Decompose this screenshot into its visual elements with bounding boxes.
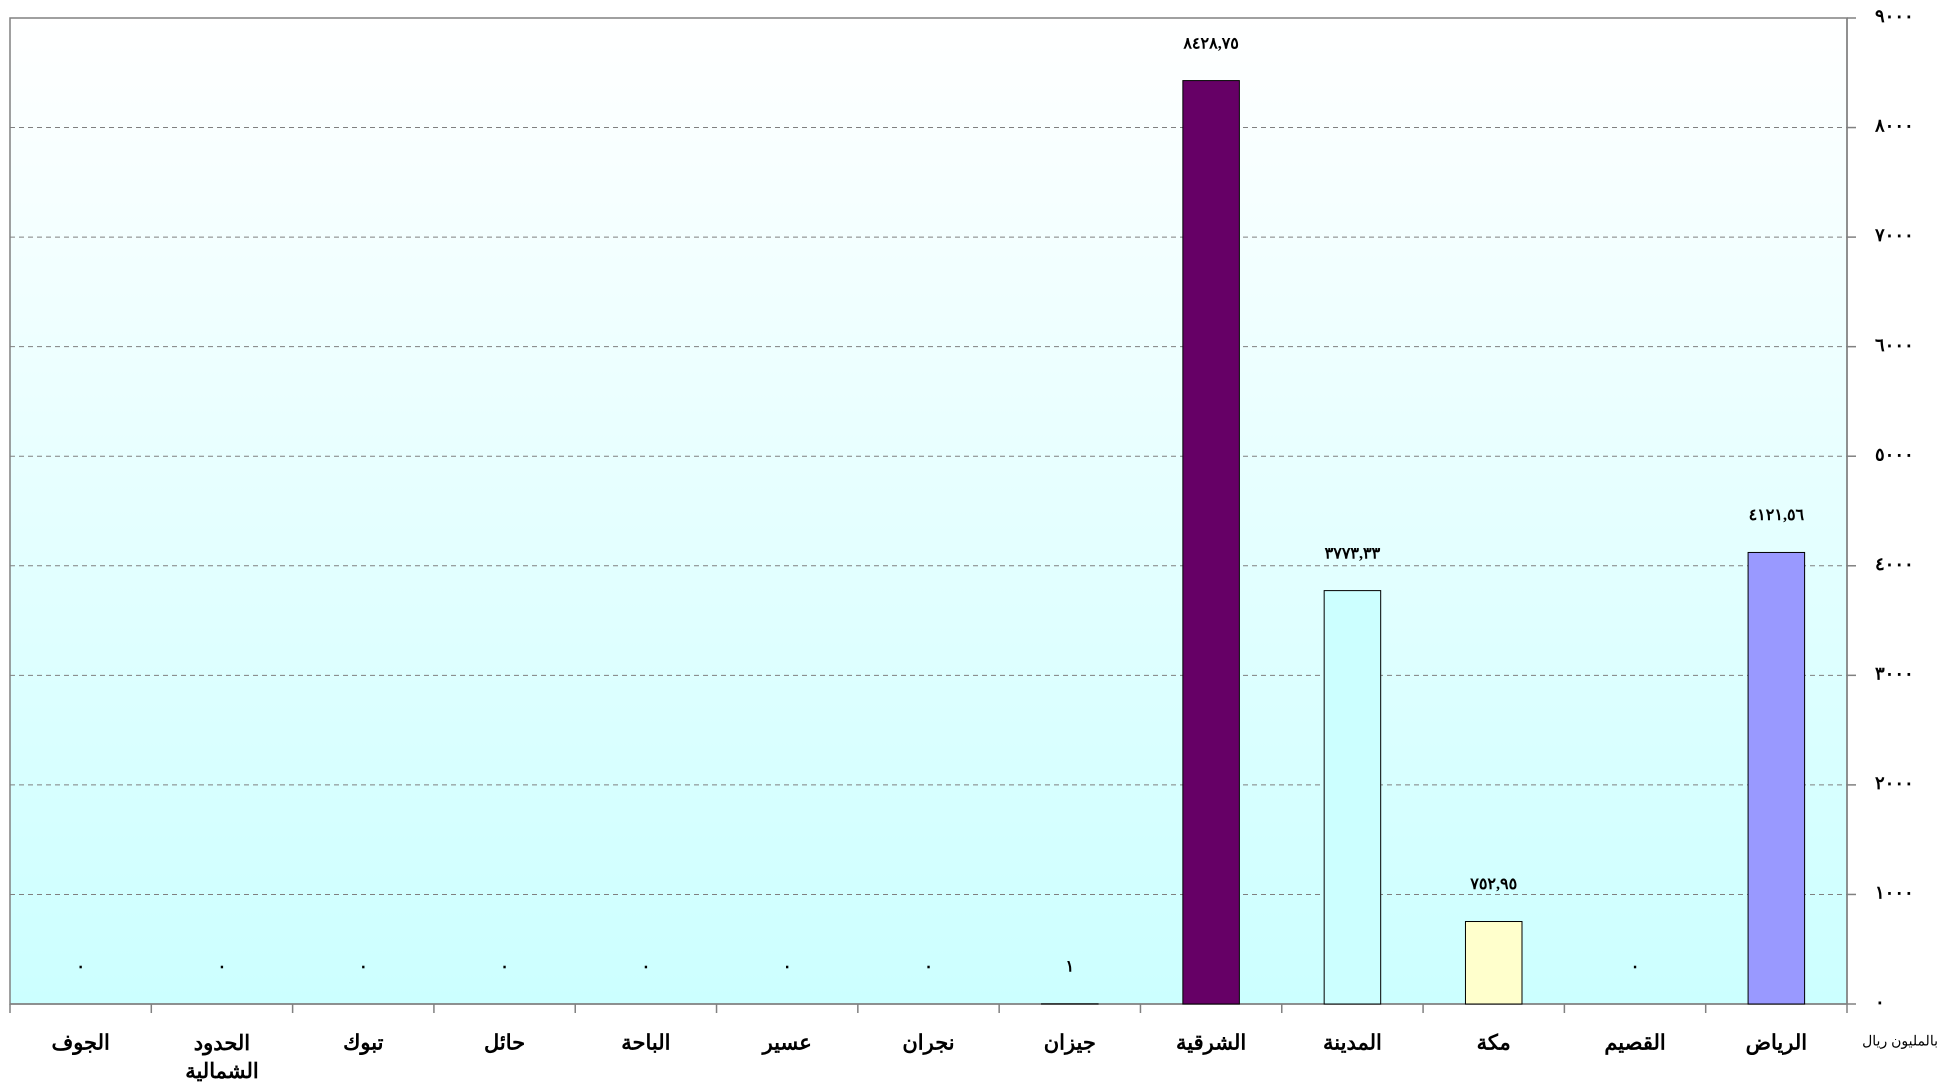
x-tick-label: نجران (902, 1032, 954, 1056)
y-tick-label: ٢٠٠٠ (1875, 773, 1914, 793)
x-tick-label: جيزان (1044, 1032, 1096, 1056)
x-tick-label: الجوف (51, 1032, 109, 1056)
y-tick-label: ١٠٠٠ (1875, 883, 1914, 903)
x-tick-label: المدينة (1323, 1032, 1382, 1055)
x-tick-label: الشرقية (1176, 1032, 1246, 1056)
value-label: ٠ (924, 959, 933, 976)
value-label: ٤١٢١,٥٦ (1749, 507, 1805, 524)
bar (1747, 551, 1806, 1005)
y-tick-label: ٠ (1875, 992, 1885, 1012)
bar (1464, 921, 1523, 1005)
plot-area (9, 17, 1848, 1005)
value-label: ٠ (783, 959, 792, 976)
value-label: ١ (1066, 959, 1075, 976)
value-label: ٣٧٧٣,٣٣ (1325, 545, 1381, 562)
y-tick-label: ٧٠٠٠ (1874, 225, 1914, 245)
y-tick-label: ٥٠٠٠ (1875, 444, 1914, 464)
y-tick-label: ٩٠٠٠ (1875, 6, 1914, 26)
y-tick-label: ٨٠٠٠ (1874, 116, 1914, 136)
value-label: ٨٤٢٨,٧٥ (1182, 35, 1239, 52)
y-tick-label: ٦٠٠٠ (1875, 335, 1914, 355)
x-tick-label: الباحة (621, 1032, 670, 1055)
x-tick-label: حائل (484, 1032, 525, 1055)
value-label: ٠ (359, 959, 368, 976)
value-label: ٠ (218, 959, 227, 976)
value-label: ٠ (500, 959, 509, 976)
value-label: ٠ (76, 959, 85, 976)
x-tick-label: عسير (761, 1032, 812, 1056)
y-tick-label: ٣٠٠٠ (1875, 663, 1914, 683)
x-tick-label: مكة (1477, 1032, 1511, 1055)
bar (1323, 590, 1382, 1005)
value-label: ٠ (1631, 959, 1640, 976)
x-tick-label: القصيم (1604, 1032, 1665, 1056)
bar (1182, 80, 1240, 1005)
value-label: ٧٥٢,٩٥ (1469, 876, 1517, 893)
y-tick-label: ٤٠٠٠ (1875, 554, 1914, 574)
y-axis-label: بالمليون ريال (1862, 1033, 1938, 1050)
x-tick-label: الرياض (1746, 1032, 1807, 1056)
value-label: ٠ (642, 959, 651, 976)
x-tick-label: تبوك (343, 1032, 383, 1056)
x-tick-label: الحدود الشمالية (185, 1032, 259, 1083)
